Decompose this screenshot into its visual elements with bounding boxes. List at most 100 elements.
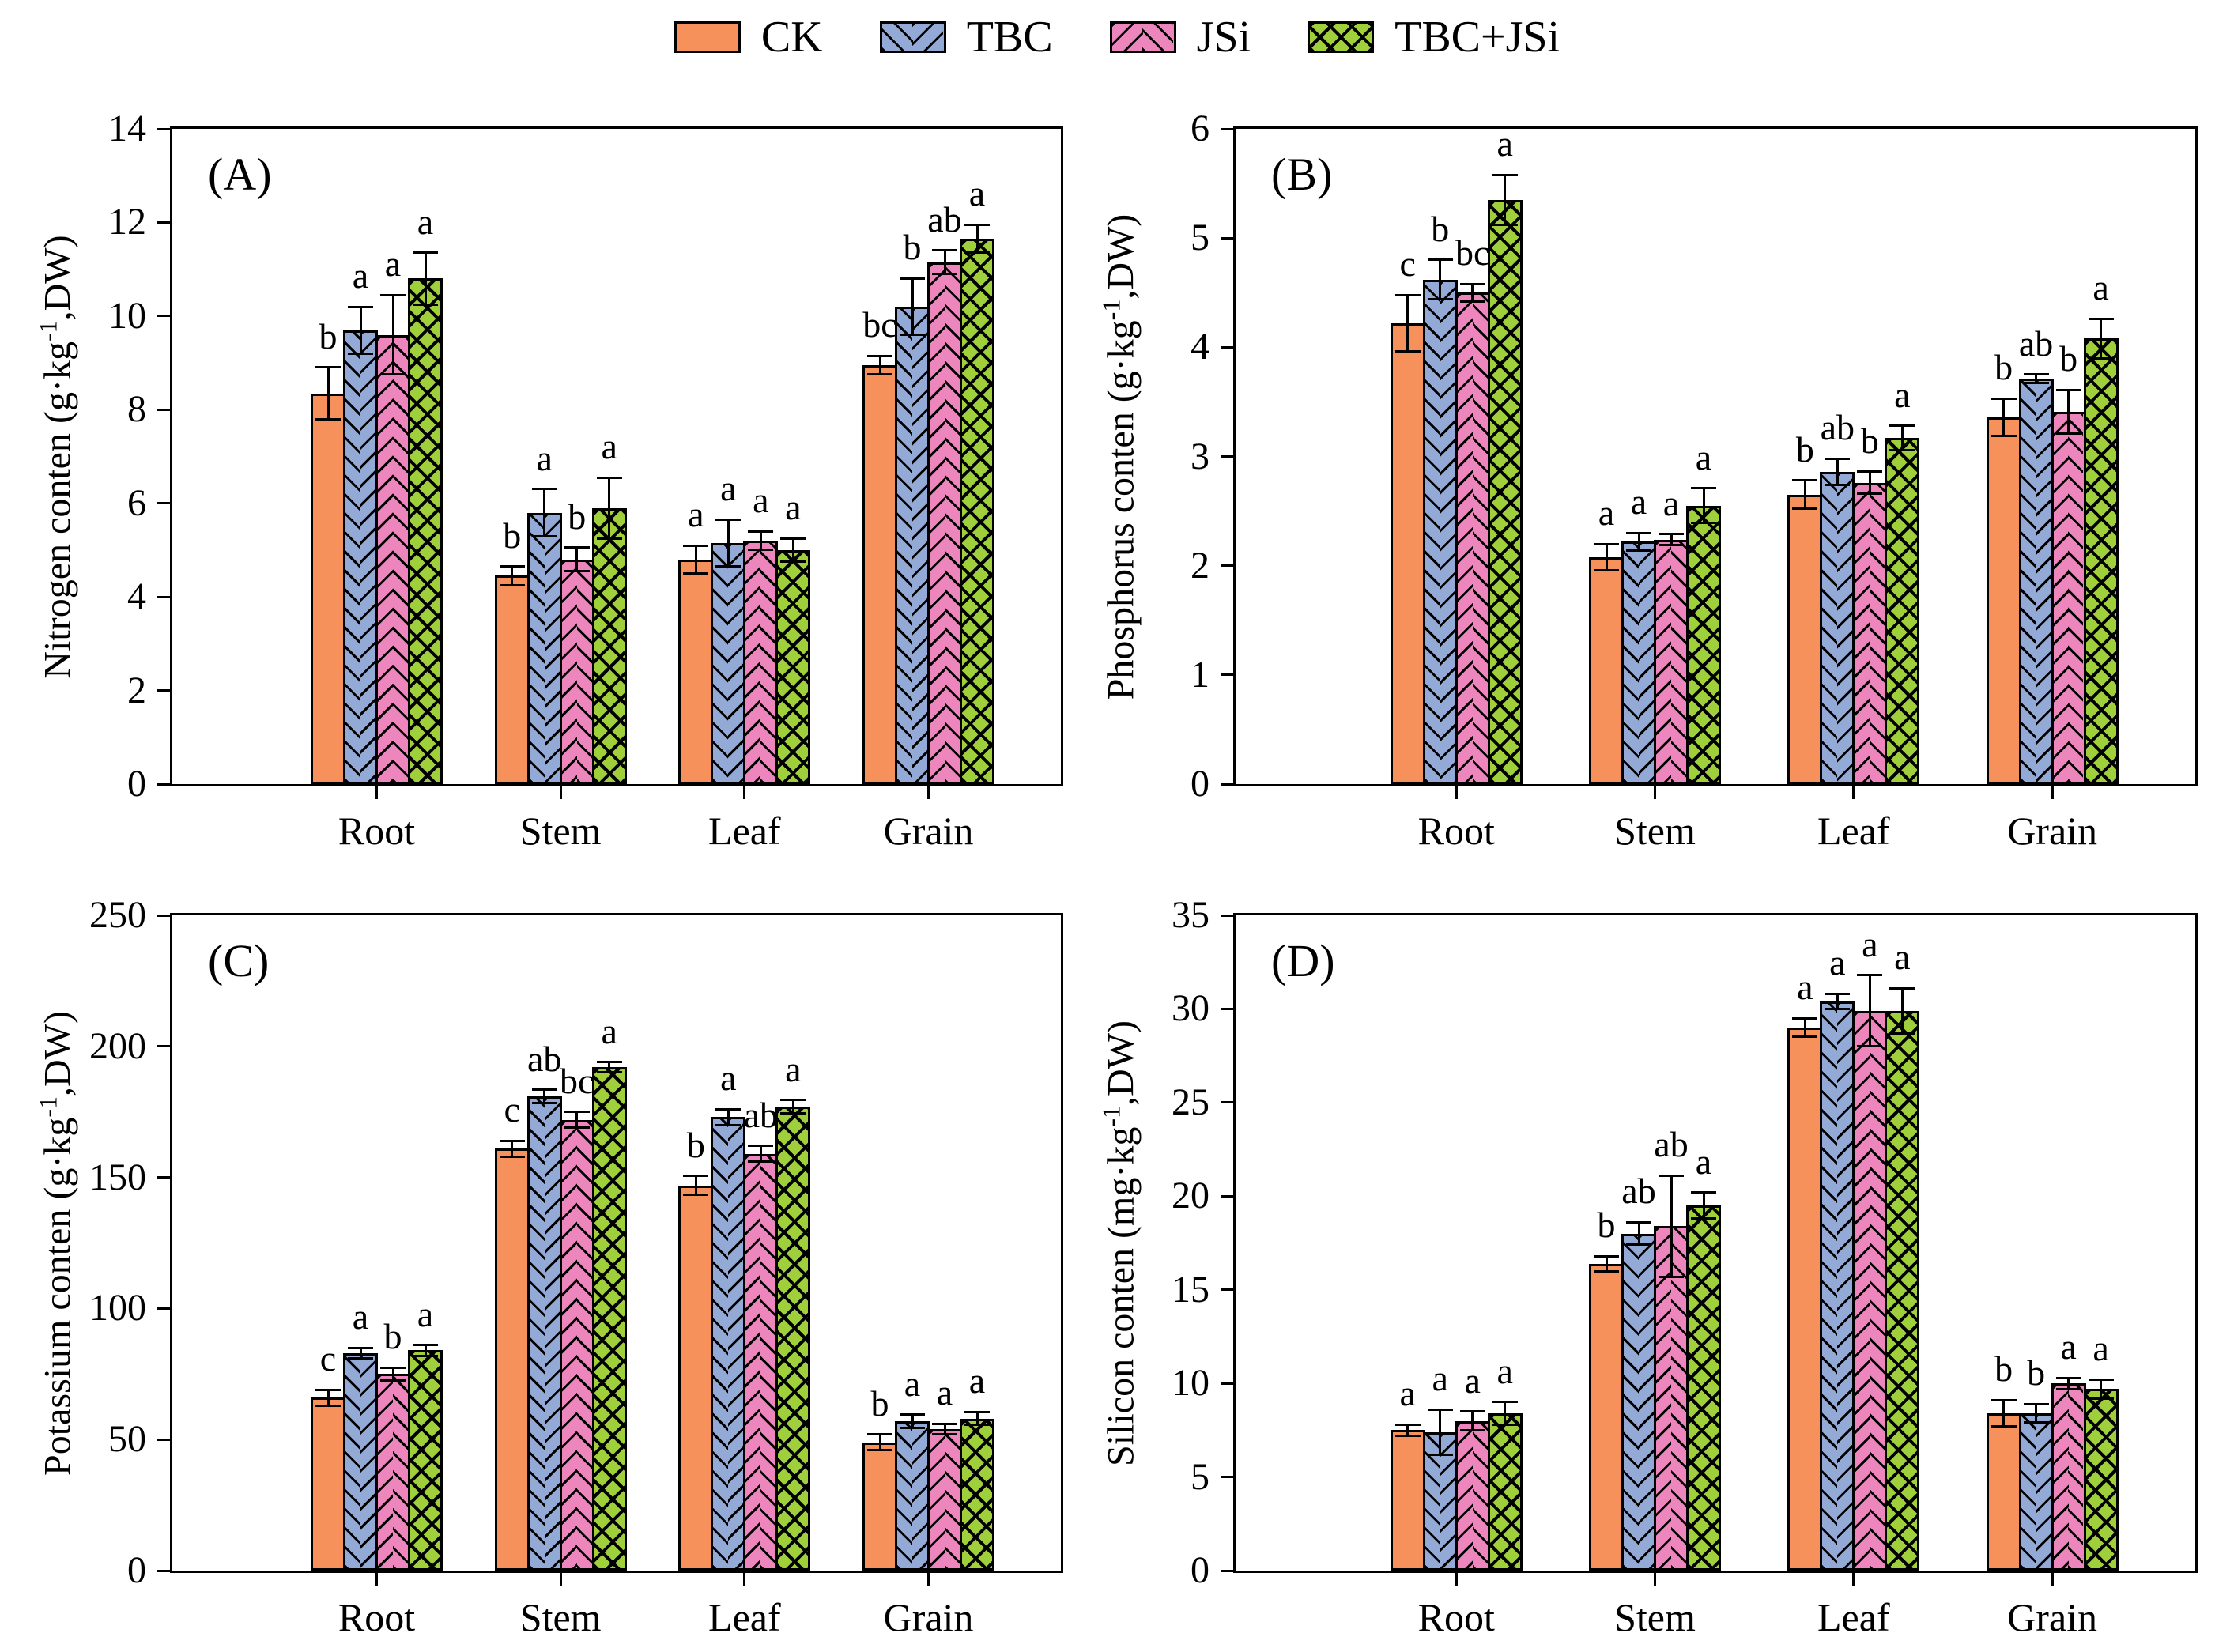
bar-jsi-stem (1654, 539, 1689, 784)
y-axis-tick (157, 221, 170, 224)
significance-letter: b (870, 1382, 889, 1424)
error-bar-cap (780, 1099, 806, 1102)
bar-ck-stem (494, 575, 530, 784)
error-bar-cap (380, 293, 406, 296)
error-bar-cap (1691, 1191, 1717, 1194)
error-bar (575, 1111, 579, 1128)
x-axis-tick (1654, 1573, 1657, 1586)
bar-tbc-jsi-leaf (1885, 1010, 1920, 1571)
y-axis-tick (157, 1569, 170, 1572)
y-axis-tick (1221, 345, 1233, 349)
error-bar-cap (1427, 1453, 1453, 1456)
bar-ck-root (1390, 322, 1425, 784)
y-axis-tick-label: 10 (108, 294, 146, 337)
error-bar (359, 307, 362, 354)
y-axis-tick (157, 315, 170, 318)
y-axis-tick-label: 12 (108, 201, 146, 243)
error-bar-cap (1857, 1045, 1883, 1048)
error-bar-cap (1857, 492, 1883, 495)
y-axis-tick-label: 10 (1172, 1362, 1209, 1405)
bar-tbc-root (1422, 1431, 1458, 1571)
y-axis-tick (1221, 783, 1233, 786)
legend-label: JSi (1196, 13, 1251, 62)
significance-letter: a (1894, 374, 1911, 415)
y-axis-tick (157, 1176, 170, 1179)
y-axis-tick-label: 200 (89, 1024, 146, 1067)
bar-tbc-root (1422, 279, 1458, 784)
error-bar-cap (1594, 1254, 1620, 1258)
panel-letter: (C) (208, 935, 270, 986)
bar-ck-stem (1589, 1263, 1625, 1571)
significance-letter: c (1399, 243, 1416, 284)
y-axis-tick (1221, 127, 1233, 130)
error-bar-cap (1825, 992, 1851, 995)
bar-ck-stem (494, 1148, 530, 1571)
error-bar-cap (2055, 432, 2081, 435)
legend-label: CK (760, 13, 823, 62)
error-bar-cap (1626, 1243, 1652, 1247)
error-bar (694, 545, 697, 574)
significance-letter: c (504, 1089, 520, 1130)
y-axis-tick-label: 250 (89, 894, 146, 936)
error-bar (359, 1348, 362, 1359)
significance-letter: b (1597, 1205, 1616, 1246)
bar-ck-stem (1589, 556, 1625, 784)
error-bar-cap (1792, 479, 1818, 482)
y-axis-tick (1221, 1007, 1233, 1010)
x-axis-category-label: Leaf (1817, 1595, 1890, 1639)
error-bar (726, 1109, 730, 1126)
bar-ck-leaf (1787, 1028, 1823, 1571)
bar-ck-grain (1986, 1413, 2021, 1571)
error-bar (1803, 1018, 1806, 1037)
y-axis-title-text: ,DW) (36, 234, 79, 320)
y-axis-title: Potassium conten (g·kg-1,DW) (28, 1011, 79, 1476)
y-axis-tick (157, 1438, 170, 1441)
x-axis-category-label: Root (1417, 809, 1495, 853)
bar-tbc-jsi-root (1487, 1413, 1523, 1571)
error-bar-cap (380, 1366, 406, 1369)
error-bar-cap (1459, 1410, 1485, 1413)
significance-letter: a (2060, 1326, 2077, 1367)
error-bar-cap (2088, 1378, 2114, 1381)
error-bar-cap (315, 417, 342, 421)
significance-letter: a (720, 468, 737, 509)
significance-letter: ab (526, 1038, 562, 1079)
error-bar (1439, 1409, 1442, 1455)
error-bar-cap (1792, 1016, 1818, 1020)
error-bar-cap (348, 1356, 374, 1360)
legend-swatch-ck-icon (674, 21, 741, 53)
error-bar (1868, 471, 1871, 494)
error-bar-cap (1594, 542, 1620, 545)
bar-jsi-root (1455, 1420, 1490, 1571)
significance-letter: a (352, 1296, 369, 1337)
error-bar (1702, 488, 1705, 523)
error-bar (1637, 1222, 1640, 1245)
legend-swatch-jsi-icon (1109, 21, 1176, 53)
error-bar-cap (1889, 1032, 1915, 1035)
legend-swatch-tbc-icon (879, 21, 946, 53)
y-axis-tick-label: 3 (1191, 435, 1209, 477)
bar-jsi-grain (927, 262, 963, 784)
bar-jsi-grain (2051, 411, 2086, 784)
x-axis-tick (2051, 1573, 2054, 1586)
error-bar-cap (1825, 457, 1851, 460)
error-bar (608, 477, 611, 539)
error-bar (2067, 390, 2070, 434)
y-axis-tick (157, 914, 170, 917)
y-axis-tick (157, 1307, 170, 1310)
y-axis-tick (1221, 1288, 1233, 1292)
error-bar-cap (499, 1139, 525, 1142)
error-bar (1637, 533, 1640, 551)
bar-jsi-grain (927, 1428, 963, 1571)
bar-jsi-leaf (1852, 1010, 1888, 1571)
error-bar (1900, 988, 1904, 1034)
bar-tbc-jsi-root (408, 278, 443, 784)
y-axis-title-text: Silicon conten (mg·kg (1100, 1126, 1142, 1466)
x-axis-category-label: Grain (883, 1595, 974, 1639)
bar-tbc-stem (526, 512, 562, 784)
error-bar-cap (564, 1126, 590, 1130)
bar-tbc-jsi-grain (2083, 1389, 2119, 1571)
bar-ck-leaf (678, 1185, 714, 1571)
error-bar-cap (413, 251, 439, 255)
error-bar-cap (900, 277, 926, 280)
